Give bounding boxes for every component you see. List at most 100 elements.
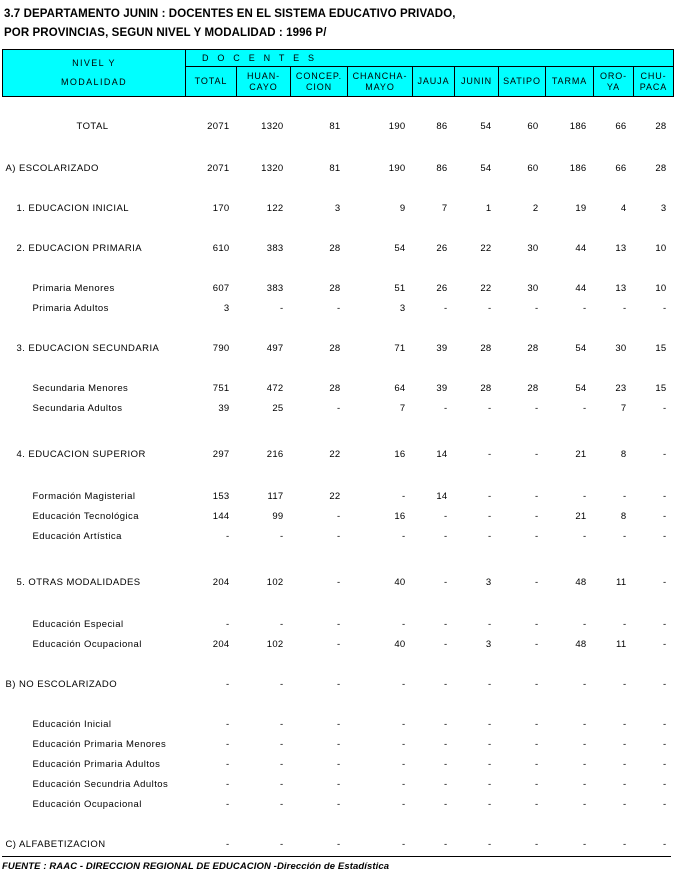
- row-spacer-cell: [3, 359, 674, 379]
- row-value: -: [663, 531, 667, 542]
- row-value: -: [226, 619, 230, 630]
- row-value: 8: [620, 449, 627, 460]
- row-value: -: [663, 799, 667, 810]
- row-spacer: [3, 547, 674, 573]
- row-value: 497: [266, 343, 284, 354]
- row-value: -: [663, 759, 667, 770]
- row-value: 66: [615, 163, 627, 174]
- row-value: -: [444, 511, 448, 522]
- row-value: 28: [329, 343, 341, 354]
- row-value: 3: [485, 639, 492, 650]
- row-value: -: [663, 449, 667, 460]
- row-value: -: [583, 531, 587, 542]
- row-value: -: [280, 531, 284, 542]
- row-value: 190: [388, 121, 406, 132]
- row-value: -: [226, 719, 230, 730]
- row-value: 10: [655, 283, 667, 294]
- row-value: -: [535, 449, 539, 460]
- table-row: 4. EDUCACION SUPERIOR 297 216 22 16 14 - - 21 8 -: [3, 445, 674, 465]
- row-value: -: [402, 739, 406, 750]
- row-value: 9: [399, 203, 406, 214]
- row-value: 39: [218, 403, 230, 414]
- row-label: Primaria Adultos: [32, 303, 109, 314]
- row-value: -: [337, 403, 341, 414]
- row-value: 54: [575, 383, 587, 394]
- footer-divider: [2, 856, 671, 857]
- table-row: Educación Especial - - - - - - - - - -: [3, 615, 674, 635]
- row-value: -: [663, 619, 667, 630]
- row-value: 44: [575, 243, 587, 254]
- row-value: 66: [615, 121, 627, 132]
- row-value: 22: [480, 283, 492, 294]
- row-label: Educación Primaria Menores: [32, 739, 167, 750]
- row-label: Secundaria Menores: [32, 383, 129, 394]
- row-spacer-cell: [3, 465, 674, 487]
- row-value: 117: [267, 491, 284, 502]
- title-line-1: 3.7 DEPARTAMENTO JUNIN : DOCENTES EN EL …: [4, 8, 456, 20]
- row-value: 3: [485, 577, 492, 588]
- row-value: 54: [394, 243, 406, 254]
- row-value: -: [402, 719, 406, 730]
- row-value: -: [583, 759, 587, 770]
- row-value: -: [280, 303, 284, 314]
- row-value: -: [663, 303, 667, 314]
- row-label: 5. OTRAS MODALIDADES: [16, 577, 141, 588]
- row-value: 48: [575, 577, 587, 588]
- row-value: 16: [394, 511, 406, 522]
- column-header-chupaca-line-1: CHU-: [640, 70, 667, 81]
- row-value: 2071: [207, 163, 230, 174]
- row-label: Educación Especial: [32, 619, 124, 630]
- row-value: -: [444, 303, 448, 314]
- column-header-oroya-line-2: YA: [606, 81, 621, 92]
- row-spacer-cell: [3, 137, 674, 159]
- table-row: B) NO ESCOLARIZADO - - - - - - - - - -: [3, 675, 674, 695]
- docentes-span-header: D O C E N T E S: [185, 49, 674, 67]
- row-value: 22: [329, 449, 341, 460]
- row-value: 40: [394, 639, 406, 650]
- row-value: 21: [575, 511, 587, 522]
- row-value: -: [535, 639, 539, 650]
- table-body: TOTAL 2071 1320 81 190 86 54 60 186 66 28 A) ESCOLA…: [3, 97, 674, 855]
- row-value: -: [280, 619, 284, 630]
- row-value: 383: [266, 243, 284, 254]
- row-value: 186: [569, 163, 587, 174]
- row-value: 25: [272, 403, 284, 414]
- row-spacer-cell: [3, 593, 674, 615]
- table-row: Educación Ocupacional - - - - - - - - - -: [3, 795, 674, 815]
- row-value: 1: [485, 203, 492, 214]
- row-value: -: [535, 739, 539, 750]
- row-value: -: [663, 739, 667, 750]
- column-header-junin: JUNIN: [454, 66, 499, 97]
- row-value: 2: [532, 203, 539, 214]
- row-spacer: [3, 179, 674, 199]
- row-value: 144: [212, 511, 230, 522]
- row-value: -: [488, 799, 492, 810]
- column-header-chanchamayo-line-1: CHANCHA-: [352, 70, 408, 81]
- row-value: 7: [441, 203, 448, 214]
- row-value: 26: [436, 243, 448, 254]
- table-row: Primaria Menores 607 383 28 51 26 22 30 44 13 10: [3, 279, 674, 299]
- row-value: 28: [527, 343, 539, 354]
- row-value: 21: [575, 449, 587, 460]
- row-value: -: [663, 679, 667, 690]
- row-value: -: [444, 619, 448, 630]
- row-label: Educación Primaria Adultos: [32, 759, 161, 770]
- row-label: 4. EDUCACION SUPERIOR: [16, 449, 146, 460]
- row-value: -: [535, 577, 539, 588]
- row-value: -: [337, 531, 341, 542]
- row-value: 81: [329, 163, 341, 174]
- row-value: 28: [480, 383, 492, 394]
- row-value: -: [226, 779, 230, 790]
- row-value: 30: [527, 243, 539, 254]
- column-header-concepcion-line-2: CION: [305, 81, 333, 92]
- column-header-jauja-line-1: JAUJA: [417, 76, 450, 86]
- row-value: -: [583, 779, 587, 790]
- row-value: -: [337, 577, 341, 588]
- row-value: 1320: [261, 121, 284, 132]
- row-value: 13: [615, 283, 627, 294]
- row-value: -: [583, 679, 587, 690]
- row-spacer-cell: [3, 219, 674, 239]
- row-value: -: [226, 531, 230, 542]
- row-spacer: [3, 219, 674, 239]
- row-value: 14: [436, 449, 448, 460]
